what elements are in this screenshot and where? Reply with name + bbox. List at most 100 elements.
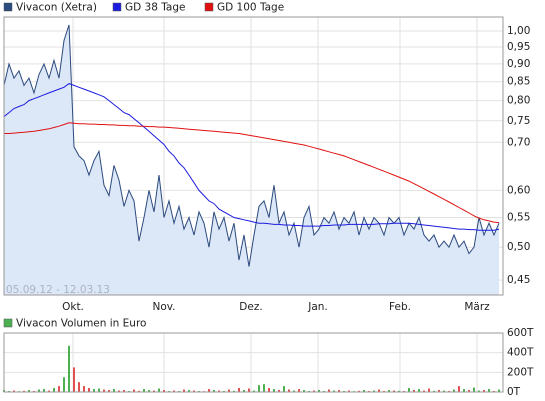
volume-bar (93, 389, 95, 392)
x-tick-label: Okt. (62, 301, 84, 313)
volume-bar (48, 390, 50, 392)
legend-swatch (112, 2, 122, 12)
volume-bar (173, 390, 175, 392)
legend-label: Vivacon (Xetra) (16, 2, 97, 14)
volume-bar (248, 388, 250, 392)
volume-bar (188, 390, 190, 392)
volume-bar (463, 389, 465, 392)
volume-bar (53, 388, 55, 392)
volume-bar (208, 389, 210, 392)
volume-bar (413, 390, 415, 392)
volume-bar (378, 389, 380, 392)
volume-bar (453, 389, 455, 392)
volume-bar (183, 389, 185, 392)
volume-bar (458, 386, 460, 392)
volume-bar (373, 390, 375, 392)
volume-bar (433, 390, 435, 392)
volume-bar (358, 390, 360, 392)
volume-bar (148, 390, 150, 392)
x-tick-label: Feb. (389, 301, 411, 313)
series-line (4, 122, 500, 224)
volume-bar (393, 390, 395, 392)
volume-bar (333, 390, 335, 392)
volume-bar (283, 386, 285, 392)
volume-bar (143, 389, 145, 392)
volume-bar (43, 389, 45, 392)
volume-bar (328, 389, 330, 392)
volume-bar (398, 390, 400, 392)
volume-bar (138, 390, 140, 392)
volume-bar (63, 377, 65, 392)
volume-bar (468, 390, 470, 392)
volume-bar (163, 390, 165, 392)
volume-bar (238, 388, 240, 392)
volume-bar (273, 389, 275, 392)
volume-bar (338, 390, 340, 392)
plot-frame (3, 16, 504, 296)
date-range: 05.09.12 - 12.03.13 (6, 284, 110, 296)
x-tick-label: Dez. (239, 301, 262, 313)
legend-label: GD 38 Tage (125, 2, 186, 14)
volume-bar (258, 385, 260, 392)
volume-bar (363, 390, 365, 392)
volume-bar (38, 389, 40, 392)
volume-bar (153, 390, 155, 392)
volume-bar (473, 387, 475, 392)
volume-bar (23, 390, 25, 392)
volume-bar (28, 390, 30, 392)
volume-bar (388, 390, 390, 392)
volume-bar (78, 382, 80, 392)
series-line (3, 24, 500, 267)
volume-bar (133, 389, 135, 392)
price-area (4, 24, 499, 296)
volume-bar (68, 345, 70, 392)
y-tick-label: 600T (507, 327, 534, 339)
volume-bar (408, 388, 410, 392)
x-tick-label: März (464, 301, 490, 313)
y-tick-label: 0,45 (507, 274, 530, 286)
volume-bar (13, 390, 15, 392)
y-tick-label: 400T (507, 347, 534, 359)
volume-bar (293, 390, 295, 392)
plot-frame (3, 332, 504, 393)
volume-bar (193, 390, 195, 392)
volume-bar (228, 389, 230, 392)
legend-swatch (204, 2, 214, 12)
volume-bar (118, 390, 120, 392)
series-line (3, 83, 500, 231)
volume-bar (88, 388, 90, 392)
y-tick-label: 0,90 (507, 58, 530, 70)
y-tick-label: 0,70 (507, 136, 530, 148)
y-tick-label: 0,55 (507, 212, 530, 224)
legend-swatch (3, 318, 13, 328)
volume-bar (348, 390, 350, 392)
volume-bar (158, 388, 160, 392)
volume-bar (418, 389, 420, 392)
volume-bar (428, 388, 430, 392)
volume-bar (113, 389, 115, 392)
y-tick-label: 0,95 (507, 41, 530, 53)
volume-bar (483, 390, 485, 392)
volume-bar (303, 390, 305, 392)
volume-bar (478, 390, 480, 392)
legend-swatch (3, 2, 13, 12)
volume-bar (268, 388, 270, 392)
x-tick-label: Jan. (307, 301, 328, 313)
y-tick-label: 0T (507, 386, 521, 398)
volume-bar (438, 390, 440, 392)
volume-bar (298, 389, 300, 392)
volume-bar (58, 386, 60, 392)
volume-bar (218, 390, 220, 392)
volume-bar (288, 389, 290, 392)
y-tick-label: 200T (507, 366, 534, 378)
volume-bar (98, 388, 100, 392)
y-tick-label: 0,50 (507, 241, 530, 253)
volume-bar (488, 389, 490, 392)
volume-bar (423, 390, 425, 392)
volume-bar (318, 390, 320, 392)
y-tick-label: 0,85 (507, 76, 530, 88)
volume-bar (108, 390, 110, 392)
volume-bar (313, 390, 315, 392)
legend-label: GD 100 Tage (217, 2, 284, 14)
